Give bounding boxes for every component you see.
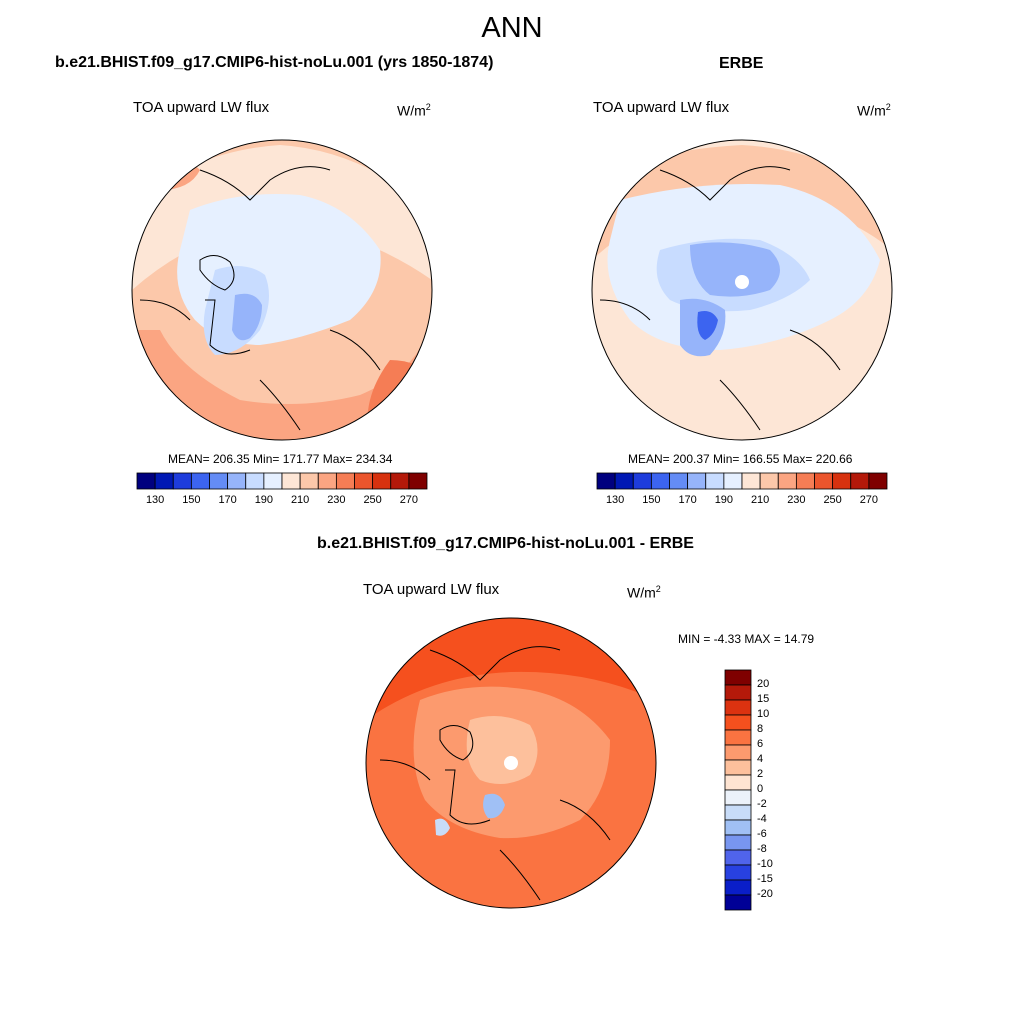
diff-colorbar-tick-label: -6 [757,828,767,840]
diff-colorbar-swatch [724,819,752,836]
obs-colorbar-swatch [850,472,870,490]
obs-colorbar-swatch [614,472,634,490]
diff-colorbar-swatch [724,714,752,731]
model-colorbar-tick-label: 210 [290,494,310,506]
obs-colorbar-swatch [669,472,689,490]
diff-colorbar-swatch [724,894,752,911]
diff-colorbar-tick-label: -8 [757,843,767,855]
obs-stats-label: MEAN= 200.37 Min= 166.55 Max= 220.66 [628,452,853,466]
model-colorbar-swatch [335,472,355,490]
model-colorbar-swatch [190,472,210,490]
model-panel-title: b.e21.BHIST.f09_g17.CMIP6-hist-noLu.001 … [55,54,494,71]
diff-colorbar-tick-label: -10 [757,858,773,870]
model-colorbar-swatch [372,472,392,490]
diff-units-label: W/m2 [627,584,661,601]
diff-colorbar-swatch [724,774,752,791]
obs-colorbar-tick-label: 130 [605,494,625,506]
diff-colorbar-swatch [724,849,752,866]
model-colorbar-tick-label: 130 [145,494,165,506]
obs-colorbar-swatch [650,472,670,490]
diff-colorbar-tick-label: -4 [757,813,767,825]
model-colorbar-swatch [263,472,283,490]
obs-colorbar-swatch [759,472,779,490]
obs-colorbar-tick-label: 150 [642,494,661,506]
obs-colorbar-tick-label: 170 [678,494,697,506]
model-colorbar [136,472,428,490]
diff-colorbar-swatch [724,669,752,686]
diff-colorbar-tick-label: 15 [757,693,770,705]
diff-colorbar [724,669,752,911]
diff-colorbar-swatch [724,864,752,881]
model-colorbar-tick-label: 250 [363,494,382,506]
diff-colorbar-tick-label: 0 [757,783,764,795]
diff-colorbar-tick-label: -2 [757,798,767,810]
model-colorbar-swatch [390,472,410,490]
diff-colorbar-swatch [724,789,752,806]
obs-colorbar-tick-label: 210 [750,494,770,506]
obs-colorbar-swatch [596,472,616,490]
model-colorbar-swatch [227,472,247,490]
diff-colorbar-swatch [724,879,752,896]
model-colorbar-swatch [281,472,301,490]
obs-colorbar-tick-label: 250 [823,494,842,506]
model-colorbar-swatch [245,472,265,490]
diff-colorbar-tick-label: 4 [757,753,764,765]
obs-colorbar-swatch [723,472,743,490]
model-map [131,139,433,441]
model-colorbar-swatch [172,472,192,490]
diff-colorbar-swatch [724,834,752,851]
obs-colorbar-tick-label: 270 [859,494,879,506]
diff-panel-title: b.e21.BHIST.f09_g17.CMIP6-hist-noLu.001 … [317,535,694,552]
diff-colorbar-tick-label: -20 [757,888,773,900]
obs-colorbar-swatch [832,472,852,490]
obs-colorbar-swatch [814,472,834,490]
model-colorbar-tick-label: 190 [254,494,274,506]
obs-units-label: W/m2 [857,102,891,119]
model-colorbar-tick-label: 230 [327,494,346,506]
model-colorbar-swatch [299,472,319,490]
model-colorbar-swatch [136,472,156,490]
diff-colorbar-tick-label: 10 [757,708,770,720]
diff-map [365,617,657,909]
diff-stats-label: MIN = -4.33 MAX = 14.79 [678,632,815,646]
model-units-label: W/m2 [397,102,431,119]
model-colorbar-swatch [317,472,337,490]
diff-colorbar-tick-label: 8 [757,723,764,735]
diff-colorbar-tick-label: 2 [757,768,764,780]
model-colorbar-swatch [154,472,174,490]
diff-colorbar-swatch [724,744,752,761]
diff-colorbar-swatch [724,804,752,821]
diff-colorbar-swatch [724,729,752,746]
diff-variable-label: TOA upward LW flux [363,581,500,598]
figure-title: ANN [481,12,543,44]
diff-colorbar-swatch [724,684,752,701]
obs-map [591,139,893,441]
obs-colorbar [596,472,888,490]
model-colorbar-tick-label: 150 [182,494,201,506]
model-colorbar-tick-label: 170 [218,494,237,506]
obs-colorbar-swatch [705,472,725,490]
diff-colorbar-tick-label: 20 [757,678,770,690]
diff-colorbar-tick-label: 6 [757,738,764,750]
obs-colorbar-tick-label: 230 [787,494,806,506]
obs-variable-label: TOA upward LW flux [593,99,730,116]
diff-colorbar-tick-label: -15 [757,873,773,885]
obs-colorbar-swatch [741,472,761,490]
model-colorbar-swatch [354,472,374,490]
diff-colorbar-swatch [724,759,752,776]
model-colorbar-swatch [408,472,428,490]
obs-colorbar-swatch [868,472,888,490]
obs-colorbar-swatch [777,472,797,490]
diff-colorbar-swatch [724,699,752,716]
model-colorbar-swatch [209,472,229,490]
obs-panel-title: ERBE [719,55,764,72]
model-stats-label: MEAN= 206.35 Min= 171.77 Max= 234.34 [168,452,393,466]
model-variable-label: TOA upward LW flux [133,99,270,116]
obs-colorbar-swatch [795,472,815,490]
model-colorbar-tick-label: 270 [399,494,419,506]
obs-colorbar-swatch [632,472,652,490]
obs-colorbar-swatch [687,472,707,490]
obs-colorbar-tick-label: 190 [714,494,734,506]
